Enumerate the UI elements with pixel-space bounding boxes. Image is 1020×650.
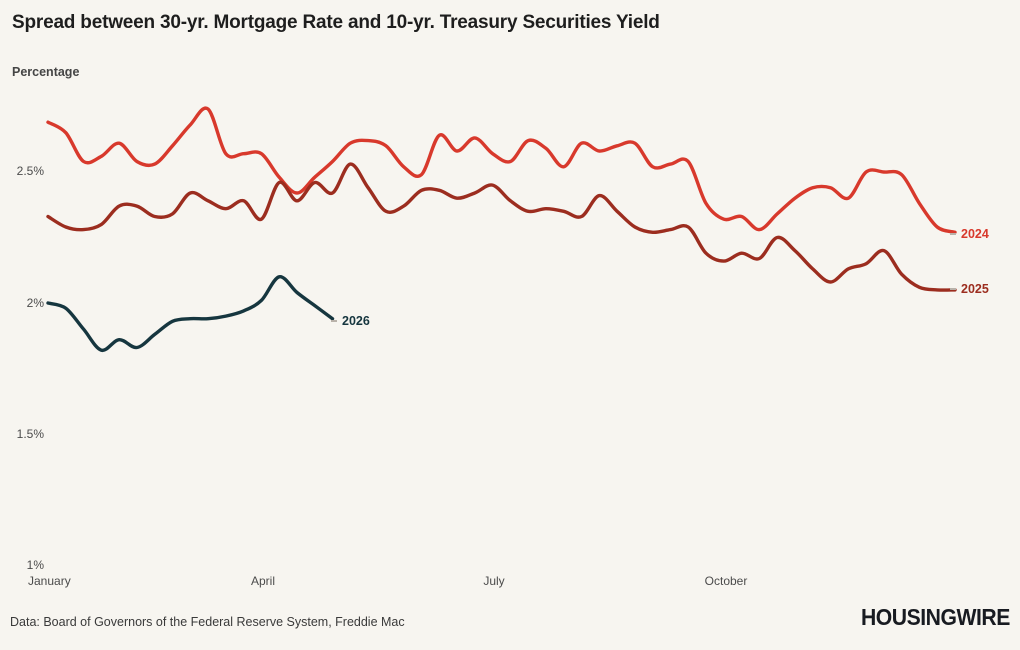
series-label-2025: 2025 (950, 282, 989, 296)
series-label-2024: 2024 (950, 227, 989, 241)
x-tick-january: January (28, 574, 71, 588)
series-line-2024 (46, 106, 957, 234)
x-tick-october: October (704, 574, 748, 588)
series-line-2025 (46, 162, 957, 292)
x-tick-july: July (483, 574, 505, 588)
label-tick-icon (331, 319, 337, 322)
housingwire-logo: HOUSINGWIRE (861, 604, 1010, 630)
x-tick-april: April (250, 574, 276, 588)
page-title: Spread between 30-yr. Mortgage Rate and … (12, 12, 660, 33)
y-tick-1-5: 1.5% (16, 427, 44, 441)
series-label-text: 2025 (961, 282, 989, 296)
series-label-2026: 2026 (331, 314, 370, 328)
y-tick-2-5: 2.5% (16, 164, 44, 178)
label-tick-icon (950, 232, 956, 235)
label-tick-icon (950, 287, 956, 290)
y-tick-2: 2% (26, 296, 44, 310)
y-axis-unit-label: Percentage (12, 65, 80, 79)
series-label-text: 2024 (961, 227, 989, 241)
y-tick-1: 1% (26, 558, 44, 572)
series-label-text: 2026 (342, 314, 370, 328)
data-source-note: Data: Board of Governors of the Federal … (10, 615, 405, 629)
series-line-2026 (46, 275, 335, 352)
